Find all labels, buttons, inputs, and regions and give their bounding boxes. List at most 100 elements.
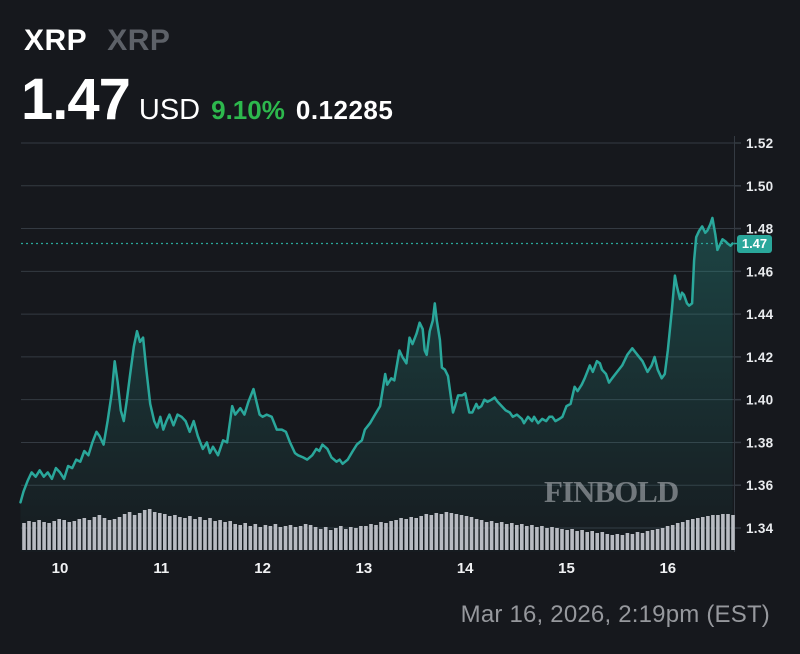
volume-bar — [168, 516, 172, 550]
volume-bar — [535, 527, 539, 550]
ticker-name: XRP — [107, 24, 171, 57]
ticker-symbol: XRP — [24, 24, 88, 57]
volume-bar — [439, 514, 444, 550]
volume-bar — [570, 529, 574, 550]
volume-bar — [32, 522, 36, 550]
x-axis-label: 15 — [558, 560, 575, 577]
volume-bar — [283, 526, 288, 550]
volume-bar — [706, 516, 710, 550]
volume-bar — [77, 519, 82, 550]
volume-bar — [696, 518, 700, 550]
volume-bar — [701, 517, 705, 550]
volume-bar — [449, 513, 454, 550]
y-axis-label: 1.36 — [746, 478, 774, 493]
y-axis-label: 1.34 — [746, 521, 774, 536]
volume-bar — [605, 534, 610, 550]
volume-bar — [565, 530, 569, 550]
volume-bar — [198, 517, 202, 550]
volume-bar — [173, 515, 177, 550]
volume-bar — [57, 519, 61, 550]
volume-bar — [218, 520, 222, 550]
volume-bar — [560, 529, 564, 550]
volume-bar — [248, 526, 253, 550]
volume-bar — [323, 527, 328, 550]
y-axis-label: 1.42 — [746, 350, 773, 365]
y-axis-label: 1.52 — [746, 136, 773, 151]
volume-bar — [545, 528, 549, 550]
volume-bar — [721, 514, 725, 550]
volume-bar — [444, 512, 449, 550]
volume-bar — [158, 513, 162, 550]
price-currency: USD — [138, 94, 201, 126]
volume-bar — [394, 520, 398, 550]
volume-bar — [178, 517, 182, 550]
volume-bar — [203, 520, 207, 550]
volume-bar — [107, 520, 112, 550]
volume-bar — [27, 521, 31, 550]
volume-bar — [233, 524, 237, 550]
current-price-tag: 1.47 — [737, 234, 772, 253]
volume-bar — [278, 527, 283, 550]
volume-bar — [339, 526, 343, 550]
y-axis-label: 1.40 — [746, 393, 773, 408]
volume-bar — [600, 532, 605, 550]
volume-bar — [429, 515, 434, 550]
volume-bar — [665, 526, 670, 550]
volume-bar — [313, 527, 318, 550]
volume-bar — [711, 515, 715, 550]
volume-bar — [293, 527, 298, 550]
volume-bar — [731, 515, 735, 550]
volume-bar — [72, 521, 77, 550]
volume-bar — [263, 525, 268, 550]
volume-bar — [459, 515, 464, 550]
volume-bar — [489, 521, 494, 550]
volume-bar — [640, 533, 645, 550]
volume-bar — [650, 530, 655, 550]
volume-bar — [122, 514, 127, 550]
price-change-percent: 9.10% — [211, 95, 285, 125]
volume-bar — [399, 518, 403, 550]
volume-bar — [67, 522, 72, 550]
volume-bar — [303, 524, 308, 550]
volume-bar — [685, 520, 690, 550]
volume-bar — [243, 523, 247, 550]
volume-bar — [87, 520, 92, 550]
volume-bar — [268, 526, 273, 550]
volume-bar — [590, 531, 594, 550]
volume-bar — [630, 534, 635, 550]
x-axis-label: 11 — [153, 560, 169, 577]
finbold-watermark: FINBOLD — [544, 474, 679, 509]
volume-bar — [52, 521, 56, 550]
volume-bar — [273, 524, 278, 550]
volume-bar — [359, 526, 363, 550]
volume-bar — [288, 525, 293, 550]
volume-bar — [208, 518, 212, 550]
volume-bar — [555, 528, 559, 550]
volume-bar — [137, 513, 142, 550]
volume-bar — [504, 524, 509, 550]
x-axis-label: 12 — [254, 560, 271, 577]
volume-bar — [660, 528, 665, 550]
volume-bar — [97, 515, 102, 550]
volume-bar — [726, 514, 730, 550]
volume-bar — [424, 514, 429, 550]
volume-bar — [369, 524, 373, 550]
volume-bar — [479, 520, 484, 550]
volume-bar — [550, 527, 554, 550]
y-axis-label: 1.38 — [746, 435, 774, 450]
volume-bar — [680, 522, 685, 550]
volume-bar — [62, 520, 66, 550]
y-axis-label: 1.50 — [746, 179, 773, 194]
volume-bar — [213, 521, 217, 550]
volume-bar — [379, 522, 383, 550]
volume-bar — [112, 519, 117, 550]
y-axis-label: 1.46 — [746, 264, 774, 279]
volume-bar — [127, 512, 132, 550]
x-axis-label: 14 — [457, 560, 474, 577]
volume-bar — [384, 523, 388, 550]
volume-bar — [223, 522, 227, 550]
volume-bar — [520, 524, 524, 550]
x-axis-label: 16 — [659, 560, 676, 577]
